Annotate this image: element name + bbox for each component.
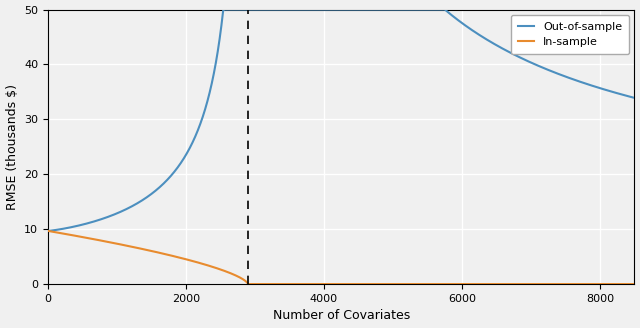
X-axis label: Number of Covariates: Number of Covariates [273,309,410,322]
Y-axis label: RMSE (thousands $): RMSE (thousands $) [6,84,19,210]
Legend: Out-of-sample, In-sample: Out-of-sample, In-sample [511,15,629,54]
